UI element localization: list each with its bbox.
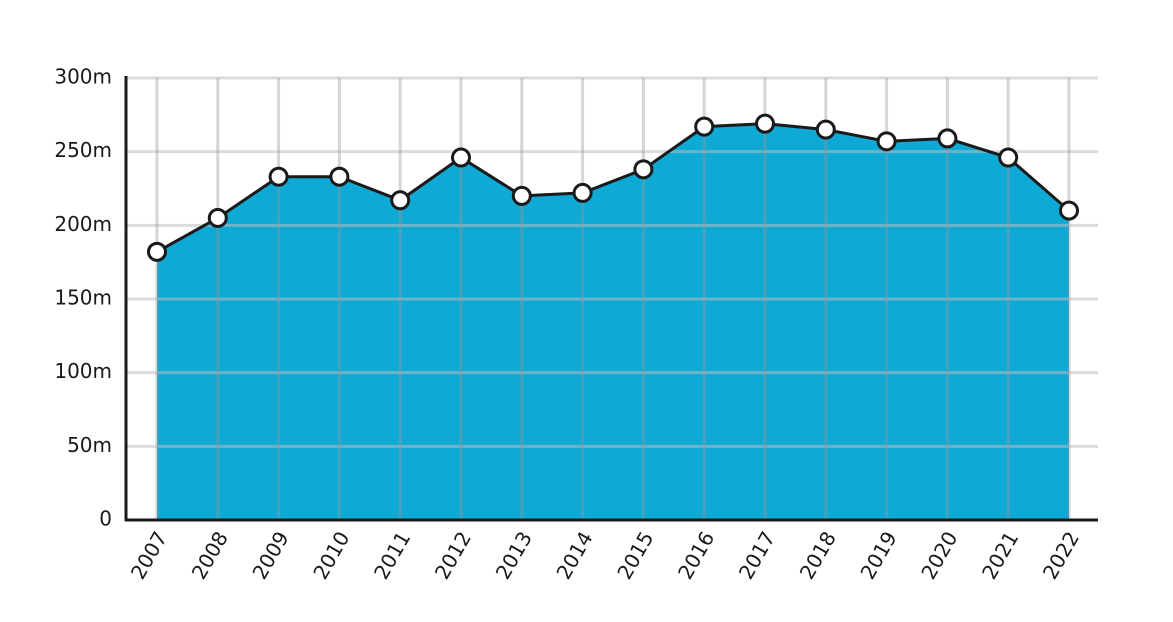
x-tick-label: 2018 (795, 527, 841, 583)
marker (694, 116, 715, 137)
x-tick-label: 2011 (369, 527, 415, 583)
x-tick-label: 2013 (491, 527, 537, 583)
marker (207, 207, 228, 228)
x-tick-label: 2012 (430, 527, 476, 583)
marker (815, 119, 836, 140)
y-tick-label: 250m (54, 138, 112, 162)
x-tick-label: 2021 (977, 527, 1023, 583)
line (156, 122, 1070, 254)
x-tick-label: 2014 (551, 527, 597, 583)
marker (876, 131, 897, 152)
x-tick-label: 2016 (673, 527, 719, 583)
area (157, 123, 1069, 520)
marker (755, 113, 775, 134)
x-tick-label: 2022 (1038, 527, 1084, 583)
y-tick-label: 300m (54, 65, 112, 89)
y-tick-label: 100m (54, 359, 112, 383)
marker (998, 147, 1019, 168)
y-tick-label: 200m (54, 212, 112, 236)
x-tick-label: 2007 (126, 527, 172, 583)
marker (1059, 200, 1079, 221)
marker (633, 159, 654, 180)
x-tick-label: 2017 (734, 527, 780, 583)
x-tick-label: 2009 (247, 527, 293, 583)
x-tick-label: 2019 (855, 527, 901, 583)
x-tick-label: 2015 (612, 527, 658, 583)
x-tick-label: 2008 (187, 527, 233, 583)
marker (390, 190, 411, 211)
y-tick-label: 50m (67, 433, 112, 457)
x-tick-label: 2010 (308, 527, 354, 583)
marker (268, 166, 289, 187)
x-tick-label: 2020 (916, 527, 962, 583)
marker (329, 166, 350, 187)
marker (937, 128, 958, 149)
y-tick-label: 150m (54, 286, 112, 310)
marker (511, 185, 532, 206)
y-tick-label: 0 (99, 507, 112, 531)
marker (451, 147, 471, 168)
marker (147, 241, 167, 262)
marker (572, 182, 593, 203)
